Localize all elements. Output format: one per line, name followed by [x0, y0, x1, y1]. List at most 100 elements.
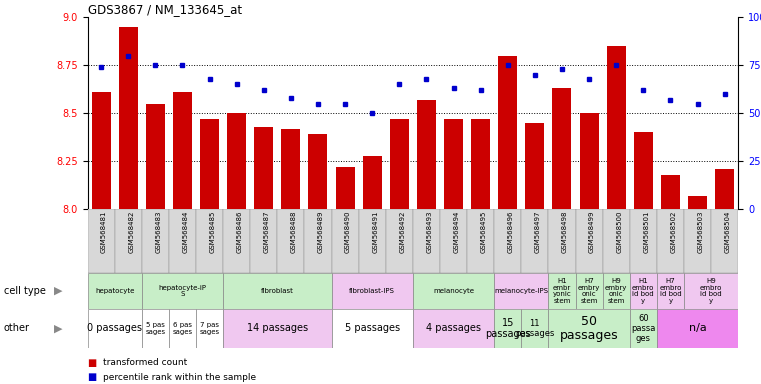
Text: 6 pas
sages: 6 pas sages — [172, 322, 193, 334]
FancyBboxPatch shape — [332, 209, 358, 273]
FancyBboxPatch shape — [575, 273, 603, 309]
Text: 60
passa
ges: 60 passa ges — [631, 314, 655, 343]
Bar — [119, 27, 138, 209]
Bar — [173, 92, 192, 209]
FancyBboxPatch shape — [223, 273, 332, 309]
Bar — [498, 56, 517, 209]
Text: 14 passages: 14 passages — [247, 323, 308, 333]
Text: 11
passages: 11 passages — [515, 319, 555, 338]
Text: other: other — [4, 323, 30, 333]
FancyBboxPatch shape — [603, 273, 630, 309]
Text: melanocyte: melanocyte — [433, 288, 474, 294]
Bar — [607, 46, 626, 209]
FancyBboxPatch shape — [494, 209, 521, 273]
Text: 0 passages: 0 passages — [87, 323, 142, 333]
FancyBboxPatch shape — [630, 209, 657, 273]
FancyBboxPatch shape — [711, 209, 738, 273]
Bar — [634, 132, 653, 209]
FancyBboxPatch shape — [142, 273, 223, 309]
Text: 5 pas
sages: 5 pas sages — [145, 322, 165, 334]
FancyBboxPatch shape — [494, 273, 549, 309]
Text: GSM568497: GSM568497 — [535, 210, 541, 253]
Text: GSM568504: GSM568504 — [724, 210, 731, 253]
Bar — [525, 123, 544, 209]
Text: fibroblast: fibroblast — [261, 288, 294, 294]
Text: GSM568495: GSM568495 — [481, 210, 486, 253]
Text: GSM568499: GSM568499 — [589, 210, 595, 253]
FancyBboxPatch shape — [603, 209, 630, 273]
FancyBboxPatch shape — [521, 209, 549, 273]
FancyBboxPatch shape — [657, 209, 684, 273]
FancyBboxPatch shape — [630, 309, 657, 348]
FancyBboxPatch shape — [412, 209, 440, 273]
Bar — [91, 92, 110, 209]
Text: GSM568493: GSM568493 — [426, 210, 432, 253]
Text: 15
passages: 15 passages — [485, 318, 530, 339]
Text: GSM568492: GSM568492 — [400, 210, 406, 253]
FancyBboxPatch shape — [115, 209, 142, 273]
Bar — [254, 127, 273, 209]
FancyBboxPatch shape — [412, 273, 494, 309]
FancyBboxPatch shape — [169, 209, 196, 273]
Text: GSM568502: GSM568502 — [670, 210, 677, 253]
Bar — [200, 119, 219, 209]
FancyBboxPatch shape — [630, 273, 657, 309]
Text: n/a: n/a — [689, 323, 706, 333]
Text: ▶: ▶ — [54, 323, 63, 333]
Text: H1
embr
yonic
stem: H1 embr yonic stem — [552, 278, 572, 304]
Text: GSM568496: GSM568496 — [508, 210, 514, 253]
FancyBboxPatch shape — [88, 209, 115, 273]
FancyBboxPatch shape — [412, 309, 494, 348]
FancyBboxPatch shape — [386, 209, 412, 273]
Text: GSM568500: GSM568500 — [616, 210, 622, 253]
Text: 7 pas
sages: 7 pas sages — [199, 322, 220, 334]
Bar — [282, 129, 301, 209]
FancyBboxPatch shape — [250, 209, 277, 273]
FancyBboxPatch shape — [467, 209, 494, 273]
FancyBboxPatch shape — [332, 273, 412, 309]
Text: GSM568482: GSM568482 — [128, 210, 134, 253]
FancyBboxPatch shape — [440, 209, 467, 273]
Text: 4 passages: 4 passages — [426, 323, 481, 333]
Bar — [580, 113, 599, 209]
Text: GSM568498: GSM568498 — [562, 210, 568, 253]
Text: GSM568483: GSM568483 — [155, 210, 161, 253]
Bar — [227, 113, 246, 209]
Bar — [471, 119, 490, 209]
Text: transformed count: transformed count — [103, 358, 187, 367]
Text: H7
embro
id bod
y: H7 embro id bod y — [659, 278, 682, 304]
Bar — [661, 175, 680, 209]
Text: ▶: ▶ — [54, 286, 63, 296]
FancyBboxPatch shape — [657, 309, 738, 348]
FancyBboxPatch shape — [332, 309, 412, 348]
Text: GSM568484: GSM568484 — [183, 210, 189, 253]
Text: GSM568501: GSM568501 — [643, 210, 649, 253]
FancyBboxPatch shape — [549, 209, 575, 273]
Text: GSM568494: GSM568494 — [454, 210, 460, 253]
Text: hepatocyte: hepatocyte — [95, 288, 134, 294]
FancyBboxPatch shape — [549, 273, 575, 309]
Text: fibroblast-IPS: fibroblast-IPS — [349, 288, 395, 294]
FancyBboxPatch shape — [521, 309, 549, 348]
Text: GSM568503: GSM568503 — [698, 210, 703, 253]
Text: GSM568490: GSM568490 — [345, 210, 351, 253]
Text: 50
passages: 50 passages — [560, 315, 619, 342]
Bar — [688, 196, 707, 209]
Text: GSM568488: GSM568488 — [291, 210, 297, 253]
FancyBboxPatch shape — [169, 309, 196, 348]
Text: GDS3867 / NM_133645_at: GDS3867 / NM_133645_at — [88, 3, 242, 16]
Text: ■: ■ — [88, 372, 97, 382]
FancyBboxPatch shape — [549, 309, 630, 348]
Text: GSM568489: GSM568489 — [318, 210, 324, 253]
Bar — [552, 88, 572, 209]
Bar — [715, 169, 734, 209]
FancyBboxPatch shape — [142, 209, 169, 273]
Text: GSM568487: GSM568487 — [264, 210, 269, 253]
FancyBboxPatch shape — [88, 309, 142, 348]
FancyBboxPatch shape — [358, 209, 386, 273]
Text: H9
embro
id bod
y: H9 embro id bod y — [700, 278, 722, 304]
Text: H1
embro
id bod
y: H1 embro id bod y — [632, 278, 654, 304]
Text: ■: ■ — [88, 358, 97, 368]
Bar — [390, 119, 409, 209]
Text: hepatocyte-iP
S: hepatocyte-iP S — [158, 285, 206, 297]
